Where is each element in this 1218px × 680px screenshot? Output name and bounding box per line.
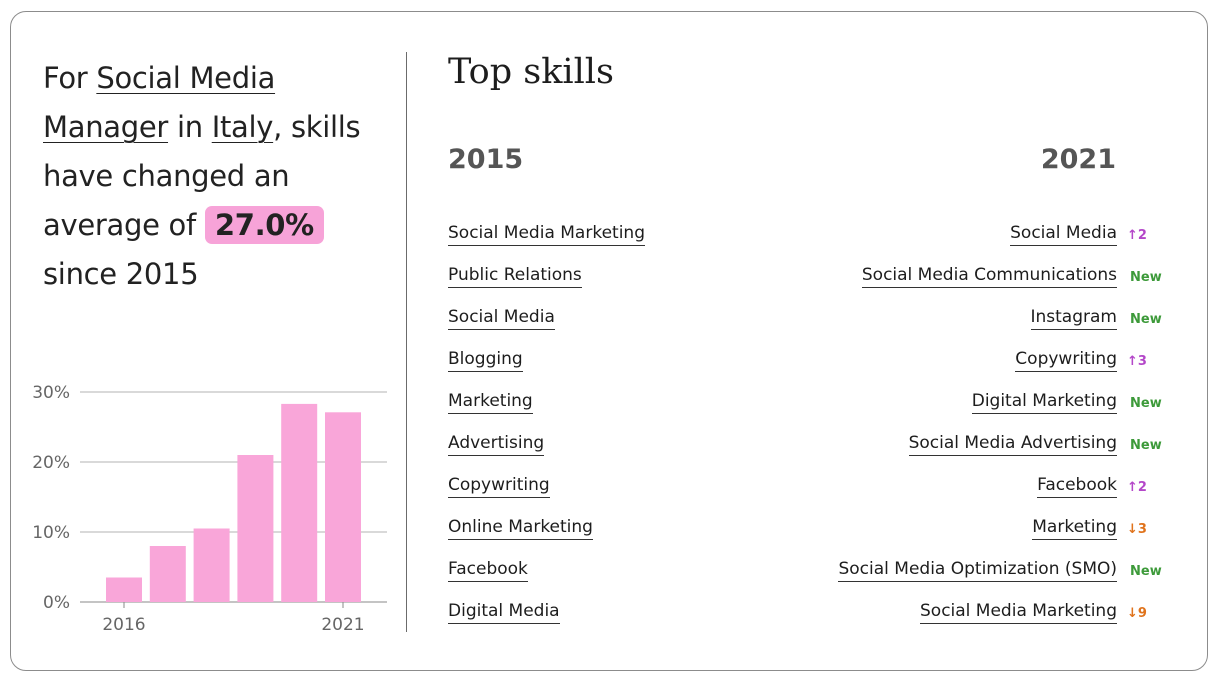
y-axis-labels: 0% 10% 20% 30% (32, 383, 70, 613)
x-tick-label: 2021 (321, 615, 364, 635)
headline-mid: in (168, 110, 212, 144)
skill-2015-item[interactable]: Social Media Marketing (448, 223, 645, 246)
skill-2021-item[interactable]: Facebook (1037, 475, 1117, 498)
skill-2021-item[interactable]: Social Media (1010, 223, 1117, 246)
bar-2020 (281, 403, 318, 602)
skill-2015-item[interactable]: Online Marketing (448, 517, 593, 540)
bar-2021 (325, 412, 361, 602)
change-value-badge: 27.0% (204, 206, 324, 244)
column-divider (406, 52, 407, 632)
skill-2021-item[interactable]: Marketing (1032, 517, 1117, 540)
insight-card (10, 11, 1208, 671)
skill-2015-item[interactable]: Advertising (448, 433, 545, 456)
skills-change-chart: 0% 10% 20% 30% 2016 2021 (32, 383, 387, 635)
skill-2015-item[interactable]: Social Media (448, 307, 555, 330)
skill-2021-item[interactable]: Social Media Advertising (908, 433, 1117, 456)
year-to-heading: 2021 (1040, 144, 1116, 175)
y-tick-label: 0% (43, 593, 70, 613)
rank-change-badge: New (1130, 564, 1162, 579)
skill-2015-item[interactable]: Digital Media (448, 601, 560, 624)
y-tick-label: 10% (32, 523, 70, 543)
y-tick-label: 20% (32, 453, 70, 473)
x-tick-label: 2016 (102, 615, 145, 635)
rank-change-badge: New (1130, 438, 1162, 453)
rank-change-badge: New (1130, 270, 1162, 285)
country-link[interactable]: Italy (211, 110, 274, 144)
skill-2021-item[interactable]: Digital Marketing (971, 391, 1117, 414)
skill-2015-item[interactable]: Facebook (448, 559, 528, 582)
y-tick-label: 30% (32, 383, 70, 403)
bar-2017 (149, 546, 186, 602)
rank-change-badge: ↑3 (1127, 354, 1147, 369)
headline: For Social Media Manager in Italy, skill… (43, 54, 393, 299)
chart-bars (106, 403, 361, 602)
headline-text: , skills have changed an average of (43, 110, 361, 242)
skill-2021-item[interactable]: Instagram (1030, 307, 1117, 330)
bar-2018 (193, 528, 230, 602)
headline-suffix: since 2015 (43, 257, 199, 291)
rank-change-badge: ↓3 (1127, 522, 1147, 537)
headline-prefix: For (43, 61, 97, 95)
rank-change-badge: ↑2 (1127, 480, 1147, 495)
rank-change-badge: New (1130, 396, 1162, 411)
bar-2019 (237, 455, 274, 602)
skill-2015-item[interactable]: Copywriting (448, 475, 550, 498)
skill-2021-item[interactable]: Social Media Marketing (920, 601, 1117, 624)
role-link[interactable]: Social Media Manager (43, 61, 276, 144)
skill-2015-item[interactable]: Blogging (448, 349, 523, 372)
rank-change-badge: New (1130, 312, 1162, 327)
year-from-heading: 2015 (448, 144, 524, 175)
skill-2021-item[interactable]: Copywriting (1015, 349, 1117, 372)
rank-change-badge: ↓9 (1127, 606, 1147, 621)
skill-2021-item[interactable]: Social Media Communications (861, 265, 1117, 288)
top-skills-title: Top skills (448, 52, 614, 92)
skill-2015-item[interactable]: Marketing (448, 391, 533, 414)
skill-2015-item[interactable]: Public Relations (448, 265, 582, 288)
bar-2016 (106, 577, 142, 602)
skill-2021-item[interactable]: Social Media Optimization (SMO) (838, 559, 1117, 582)
rank-change-badge: ↑2 (1127, 228, 1147, 243)
x-axis-labels: 2016 2021 (102, 602, 365, 635)
